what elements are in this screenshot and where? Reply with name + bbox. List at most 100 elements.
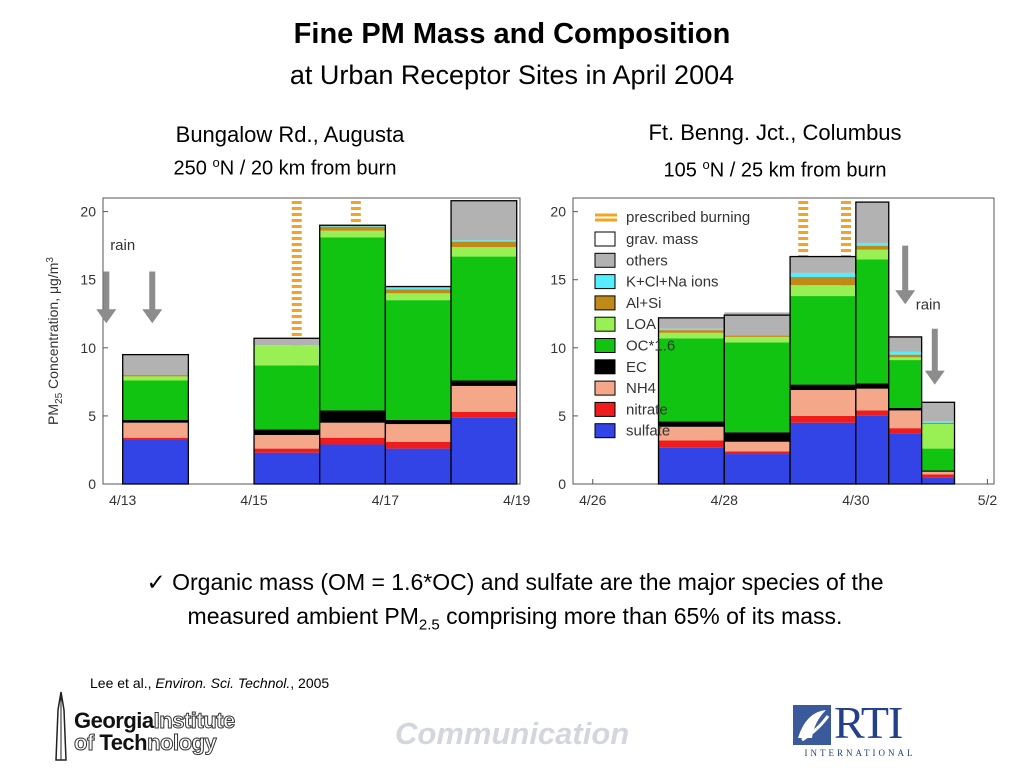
check-mark: ✓: [146, 569, 166, 595]
chart2-ytick-label: 0: [558, 476, 566, 492]
chart2-bar-4-others: [888, 336, 922, 352]
right-site-name: Ft. Benng. Jct., Columbus: [648, 120, 902, 145]
chart1-bar-2-NH4: [319, 422, 386, 438]
chart2-legend-label-nitrate: nitrate: [626, 401, 668, 418]
chart2-bar-1-OC: [724, 342, 791, 433]
chart2-annotation-rain: rain: [916, 297, 941, 314]
chart2-xtick-label: 4/26: [579, 492, 606, 508]
chart1-bar-2-LOA: [319, 230, 386, 238]
chart2-bar-2-NH4: [790, 390, 856, 416]
chart2-xtick-label: 4/30: [842, 492, 869, 508]
chart1-bar-4-others: [451, 200, 517, 241]
chart2-legend-swatch-EC: [594, 359, 616, 375]
chart2-bar-1-EC: [724, 432, 791, 442]
chart1-bar-2-OC: [319, 237, 386, 411]
chart2-legend-swatch-ions: [594, 274, 616, 290]
chart1-bar-1-EC: [254, 429, 320, 435]
chart1-bar-4-EC: [451, 380, 517, 386]
citation: Lee et al., Environ. Sci. Technol., 2005: [90, 675, 329, 691]
rti-letters: RTI: [834, 697, 903, 748]
bullet-sub: 2.5: [418, 616, 440, 634]
left-site-name: Bungalow Rd., Augusta: [175, 122, 405, 147]
chart2-bar-5-AlSi: [921, 422, 955, 425]
chart1-bar-4-OC: [451, 256, 517, 381]
chart1-bar-0-OC: [122, 380, 189, 420]
slide-subtitle: at Urban Receptor Sites in April 2004: [289, 60, 735, 90]
chart1-bar-1-NH4: [254, 434, 320, 449]
chart1-xtick-label: 4/13: [109, 492, 136, 508]
chart1-bar-4-LOA: [451, 247, 517, 257]
bullet-line3: comprising more than 65% of its mass.: [439, 603, 843, 629]
chart2-bar-4-NH4: [888, 410, 922, 429]
chart1-bar-1-others: [254, 338, 320, 346]
chart2-bar-0-sulfate: [658, 447, 725, 484]
rti-international: INTERNATIONAL: [804, 748, 916, 758]
chart2-bar-3-others: [855, 202, 889, 243]
chart1-bar-0-LOA: [122, 376, 189, 381]
chart1-bar-0-others: [122, 354, 189, 376]
chart1-ytick-label: 10: [80, 340, 96, 356]
chart2-bar-0-NH4: [658, 426, 725, 441]
chart2-bar-3-NH4: [855, 388, 889, 411]
chart1-bar-2-AlSi: [319, 226, 386, 231]
chart2-ytick-label: 15: [550, 272, 566, 288]
chart1-bar-3-others: [385, 286, 452, 288]
right-site-rest: N / 25 km from burn: [709, 159, 887, 182]
gt-tech: Tech: [99, 730, 148, 755]
chart2-legend-swatch-others: [594, 252, 616, 268]
chart2-legend-swatch-nitrate: [594, 401, 616, 417]
chart2-bar-5-sulfate: [921, 477, 955, 484]
chart2-bar-3-AlSi: [855, 245, 889, 250]
chart2-bar-5-OC: [921, 448, 955, 471]
chart1-bar-0-NH4: [122, 422, 189, 438]
chart2-bar-4-OC: [888, 360, 922, 408]
chart2-bar-1-others: [724, 312, 791, 336]
chart2-bar-1-NH4: [724, 441, 791, 452]
chart2-bar-5-NH4: [921, 471, 955, 475]
chart1-bar-2-nitrate: [319, 437, 386, 445]
chart2-legend-label-grav: grav. mass: [626, 231, 698, 248]
chart2-bar-0-LOA: [658, 332, 725, 339]
chart1-annotation-rain: rain: [110, 237, 135, 254]
chart2-bar-1-nitrate: [724, 451, 791, 455]
chart1-ytick-label: 20: [80, 204, 96, 220]
left-site-rest: N / 20 km from burn: [219, 157, 397, 180]
chart2-bar-1-LOA: [724, 336, 791, 343]
chart1-bar-0-nitrate: [122, 437, 189, 440]
chart2-bar-3-LOA: [855, 249, 889, 260]
chart2-rain-arrow-head: [924, 370, 945, 385]
chart2-bar-4-nitrate: [888, 428, 922, 434]
chart1-bar-0-AlSi: [122, 375, 189, 377]
bullet-text: ✓ Organic mass (OM = 1.6*OC) and sulfate…: [40, 565, 990, 643]
chart2-legend-label-LOA: LOA: [626, 316, 656, 333]
communication-label: Communication: [395, 716, 630, 751]
chart2-xtick-label: 4/28: [711, 492, 738, 508]
chart2-bar-0-OC: [658, 338, 725, 422]
chart1-rain-arrow-head: [96, 309, 117, 324]
chart1-xtick-label: 4/17: [372, 492, 399, 508]
chart1-bar-3-EC: [385, 419, 452, 425]
chart2-bar-5-EC: [921, 470, 955, 472]
chart2-bar-2-sulfate: [790, 422, 856, 484]
chart2-legend-label-OC: OC*1.6: [626, 338, 675, 355]
chart2-bar-5-LOA: [921, 424, 955, 449]
chart2-xtick-label: 5/2: [978, 492, 998, 508]
chart1-ytick-label: 15: [80, 272, 96, 288]
rti-logo: RTI INTERNATIONAL: [792, 697, 932, 764]
chart1-bar-3-nitrate: [385, 441, 452, 449]
gt-institute: Institute: [153, 708, 236, 734]
chart2-bar-3-OC: [855, 259, 889, 384]
chart2-bar-1-AlSi: [724, 335, 791, 337]
chart2-bar-3-sulfate: [855, 415, 889, 484]
chart2-legend-swatch-NH4: [594, 380, 616, 396]
chart1-xtick-label: 4/19: [503, 492, 530, 508]
chart2-bar-2-nitrate: [790, 415, 856, 423]
citation-authors: Lee et al.,: [90, 675, 156, 691]
chart1-bar-1-LOA: [254, 345, 320, 366]
chart1-bar-4-ions: [451, 240, 517, 242]
bullet-line2: measured ambient PM: [187, 603, 419, 629]
chart2-bar-2-OC: [790, 296, 856, 385]
chart2-bar-5-ions: [921, 421, 955, 423]
chart2-bar-5-grav-mass: [920, 401, 956, 485]
chart2-bar-4-AlSi: [888, 354, 922, 358]
